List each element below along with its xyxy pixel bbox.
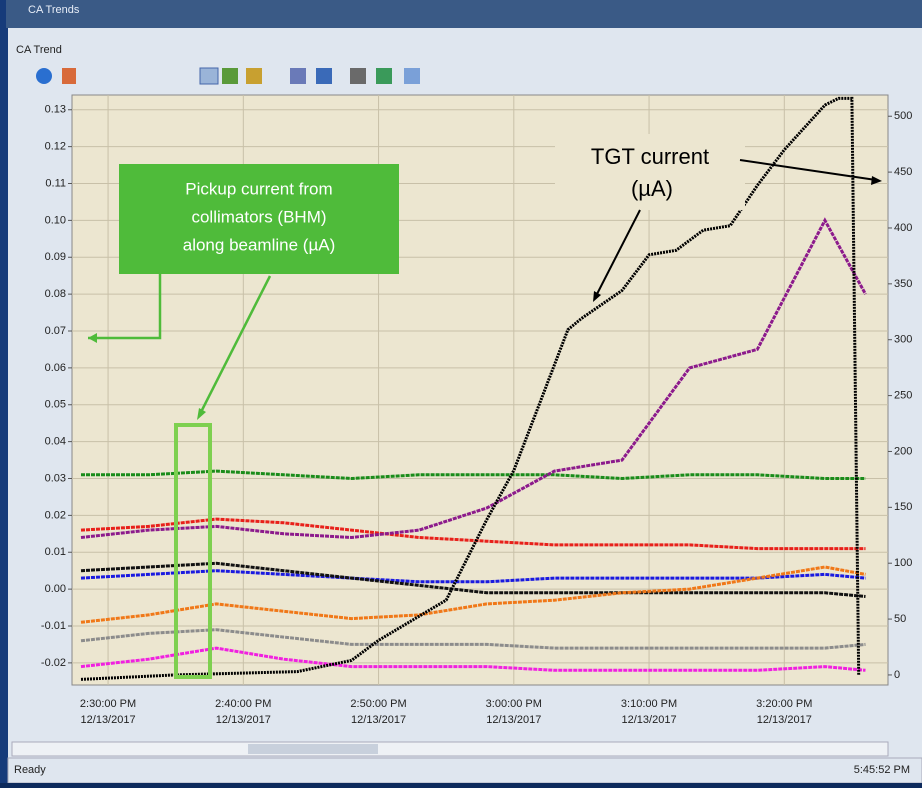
- tool-button[interactable]: [376, 68, 392, 84]
- scrollbar[interactable]: [12, 742, 888, 756]
- y-tick-label: 0.11: [45, 177, 66, 189]
- y2-tick-label: 500: [894, 110, 912, 122]
- y2-tick-label: 400: [894, 222, 912, 234]
- status-bar: [8, 758, 922, 783]
- annotation: TGT current: [591, 144, 709, 169]
- y2-tick-label: 150: [894, 501, 912, 513]
- help-button[interactable]: [36, 68, 52, 84]
- x-tick-label: 3:00:00 PM: [486, 698, 542, 710]
- x-tick-date: 12/13/2017: [81, 714, 136, 726]
- window-title: CA Trends: [28, 4, 80, 16]
- y-tick-label: 0.04: [45, 436, 66, 448]
- y2-tick-label: 450: [894, 166, 912, 178]
- tool-button[interactable]: [350, 68, 366, 84]
- annotation: Pickup current from: [185, 179, 332, 198]
- y-tick-label: 0.10: [45, 214, 66, 226]
- x-tick-label: 3:10:00 PM: [621, 698, 677, 710]
- y-tick-label: 0.08: [45, 288, 66, 300]
- tool-button[interactable]: [222, 68, 238, 84]
- y2-tick-label: 200: [894, 445, 912, 457]
- x-tick-label: 3:20:00 PM: [756, 698, 812, 710]
- y-tick-label: 0.13: [45, 104, 66, 116]
- y-tick-label: 0.03: [45, 472, 66, 484]
- tool-button[interactable]: [404, 68, 420, 84]
- status-text: Ready: [14, 764, 46, 776]
- y-tick-label: 0.01: [45, 546, 66, 558]
- x-tick-date: 12/13/2017: [757, 714, 812, 726]
- status-clock: 5:45:52 PM: [854, 764, 910, 776]
- x-tick-date: 12/13/2017: [486, 714, 541, 726]
- tool-button[interactable]: [290, 68, 306, 84]
- title-bar: [6, 0, 922, 28]
- y2-tick-label: 250: [894, 389, 912, 401]
- y-tick-label: 0.06: [45, 362, 66, 374]
- tool-button[interactable]: [62, 68, 76, 84]
- x-tick-label: 2:40:00 PM: [215, 698, 271, 710]
- x-tick-date: 12/13/2017: [351, 714, 406, 726]
- tool-button[interactable]: [246, 68, 262, 84]
- x-tick-date: 12/13/2017: [622, 714, 677, 726]
- page: CA Trends CA Trend Ready 5:45:52 PM Pick…: [0, 0, 922, 783]
- y2-tick-label: 350: [894, 278, 912, 290]
- tool-button[interactable]: [200, 68, 218, 84]
- x-tick-date: 12/13/2017: [216, 714, 271, 726]
- y2-tick-label: 50: [894, 613, 906, 625]
- y-tick-label: 0.00: [45, 583, 66, 595]
- y2-tick-label: 300: [894, 334, 912, 346]
- screen: CA Trends CA Trend Ready 5:45:52 PM Pick…: [0, 0, 922, 783]
- y-tick-label: 0.05: [45, 399, 66, 411]
- y-tick-label: 0.07: [45, 325, 66, 337]
- y2-tick-label: 0: [894, 669, 900, 681]
- y-tick-label: -0.01: [41, 620, 66, 632]
- y-tick-label: 0.09: [45, 251, 66, 263]
- y-tick-label: -0.02: [41, 657, 66, 669]
- y-tick-label: 0.02: [45, 509, 66, 521]
- tab-title: CA Trend: [16, 44, 62, 56]
- annotation: along beamline (µA): [183, 235, 336, 254]
- annotation: collimators (BHM): [191, 207, 326, 226]
- annotation: (µA): [631, 176, 673, 201]
- y2-tick-label: 100: [894, 557, 912, 569]
- x-tick-label: 2:50:00 PM: [350, 698, 406, 710]
- y-tick-label: 0.12: [45, 141, 66, 153]
- tool-button[interactable]: [316, 68, 332, 84]
- scroll-thumb[interactable]: [248, 744, 378, 754]
- x-tick-label: 2:30:00 PM: [80, 698, 136, 710]
